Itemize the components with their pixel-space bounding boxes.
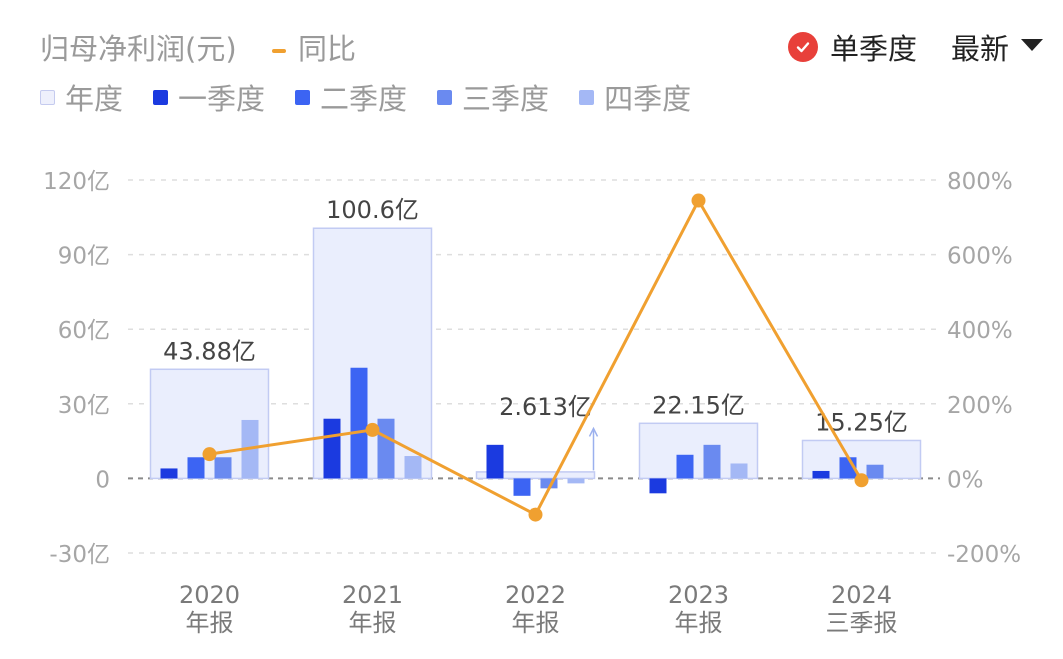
quarter-bar (703, 444, 721, 479)
legend: 年度 一季度 二季度 三季度 四季度 (40, 76, 721, 118)
yoy-line (209, 197, 863, 517)
x-tick-label-period: 年报 (186, 609, 234, 637)
quarter-bar (160, 468, 178, 479)
y-left-tick-label: 60亿 (58, 318, 110, 344)
y-right-tick-label: 200% (947, 393, 1013, 419)
quarter-bar (350, 367, 368, 479)
yoy-point (365, 422, 380, 437)
single-quarter-toggle[interactable]: 单季度 (829, 32, 917, 66)
x-tick-label-year: 2023 (668, 581, 729, 609)
yoy-line-icon (272, 49, 286, 53)
x-tick-label-period: 年报 (675, 609, 723, 637)
check-icon[interactable] (787, 32, 818, 62)
legend-swatch (437, 89, 453, 105)
y-left-tick-label: 90亿 (58, 244, 110, 270)
legend-item-q1[interactable]: 一季度 (153, 76, 265, 118)
legend-item-q4[interactable]: 四季度 (579, 76, 691, 118)
legend-label: 一季度 (178, 82, 266, 116)
label-pointer-arrow (588, 426, 599, 437)
y-right-tick-label: 0% (947, 467, 984, 493)
annual-value-label: 100.6亿 (326, 196, 419, 224)
y-right-tick-label: 600% (947, 244, 1013, 270)
x-tick-label-year: 2024 (831, 581, 892, 609)
legend-swatch (153, 89, 169, 105)
chevron-down-icon[interactable] (1021, 39, 1043, 51)
legend-swatch (579, 89, 595, 105)
y-right-tick-label: 800% (947, 169, 1013, 195)
quarter-bar (187, 457, 205, 479)
annual-value-label: 2.613亿 (499, 393, 592, 421)
yoy-legend-label: 同比 (298, 32, 357, 66)
legend-item-q3[interactable]: 三季度 (437, 76, 549, 118)
yoy-point (854, 473, 869, 488)
y-left-tick-label: -30亿 (49, 542, 110, 568)
quarter-bar (866, 464, 884, 479)
y-right-tick-label: -200% (947, 542, 1021, 568)
yoy-legend[interactable]: 同比 (272, 26, 356, 68)
yoy-point (202, 447, 217, 462)
chart-header: 归母净利润(元) 同比 单季度 最新 (40, 26, 1043, 70)
chart-controls: 单季度 最新 (787, 26, 1043, 68)
y-left-tick-label: 120亿 (43, 169, 110, 195)
quarter-bar (676, 454, 694, 479)
annual-value-label: 22.15亿 (652, 391, 745, 419)
x-tick-label-period: 三季报 (826, 609, 898, 637)
legend-label: 年度 (65, 82, 124, 116)
legend-swatch (40, 89, 55, 105)
x-tick-label-year: 2022 (505, 581, 566, 609)
legend-label: 三季度 (462, 82, 550, 116)
x-tick-label-year: 2021 (342, 581, 403, 609)
legend-label: 二季度 (320, 82, 408, 116)
quarter-bar (649, 478, 667, 494)
quarter-bar (812, 470, 830, 479)
quarter-bar (486, 444, 504, 479)
y-right-tick-label: 400% (947, 318, 1013, 344)
x-tick-label-period: 年报 (349, 609, 397, 637)
annual-bar (475, 471, 596, 480)
yoy-point (528, 507, 543, 522)
legend-item-annual[interactable]: 年度 (40, 76, 123, 118)
quarter-bar (404, 456, 422, 479)
chart-title: 归母净利润(元) (40, 32, 237, 66)
quarter-bar (730, 463, 748, 479)
x-tick-label-year: 2020 (179, 581, 240, 609)
legend-item-q2[interactable]: 二季度 (295, 76, 407, 118)
quarter-bar (214, 457, 232, 479)
quarter-bar (513, 478, 531, 496)
quarter-bar (567, 478, 585, 484)
legend-swatch (295, 89, 311, 105)
quarter-bar (540, 478, 558, 489)
y-left-tick-label: 30亿 (58, 393, 110, 419)
y-left-tick-label: 0 (95, 467, 110, 493)
legend-label: 四季度 (604, 82, 692, 116)
x-tick-label-period: 年报 (512, 609, 560, 637)
quarter-bar (377, 418, 395, 479)
annual-value-label: 15.25亿 (815, 408, 908, 436)
yoy-point (691, 193, 706, 208)
annual-value-label: 43.88亿 (163, 337, 256, 365)
quarter-bar (323, 418, 341, 479)
period-select[interactable]: 最新 (950, 32, 1009, 66)
